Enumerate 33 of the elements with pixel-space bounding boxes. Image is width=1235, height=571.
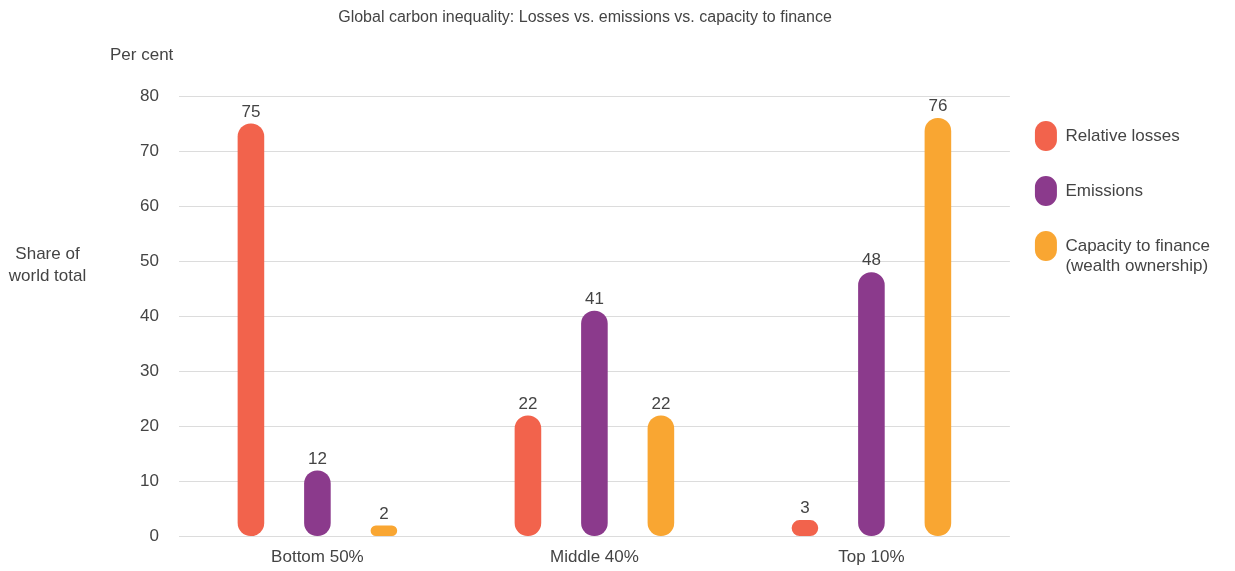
y-tick-label: 40 [139,305,159,325]
bar [647,415,675,537]
data-label: 3 [800,498,810,518]
x-tick-label: Middle 40% [550,547,639,567]
legend-label: Relative losses [1065,125,1180,145]
bar [514,415,542,537]
data-label: 41 [584,288,604,308]
data-label: 22 [518,393,538,413]
y-tick-label: 70 [139,140,159,160]
data-label: 75 [241,101,261,121]
bar [858,272,885,537]
bar [581,310,608,537]
chart-title: Global carbon inequality: Losses vs. emissions vs. capacity to finance [337,8,833,26]
text: Per cent [110,45,174,65]
bar [237,123,265,537]
y-tick-label: 10 [139,471,159,491]
y-tick-label: 30 [139,361,159,381]
y-tick-label: 80 [139,85,159,105]
legend-label: Capacity to finance (wealth ownership) [1065,235,1211,276]
y-tick-label: 20 [139,416,159,436]
y-tick-label: 0 [149,526,159,546]
x-tick-label: Top 10% [838,547,905,567]
data-label: 12 [307,448,327,468]
data-label: 48 [861,250,881,270]
data-label: 22 [651,393,671,413]
y-tick-label: 60 [139,195,159,215]
data-label: 76 [928,96,948,116]
y-axis-title: Share of world total [7,243,88,287]
legend-label: Emissions [1065,180,1143,200]
x-tick-label: Bottom 50% [271,547,364,567]
y-tick-label: 50 [139,250,159,270]
bar [924,118,952,537]
data-label: 2 [379,503,389,523]
